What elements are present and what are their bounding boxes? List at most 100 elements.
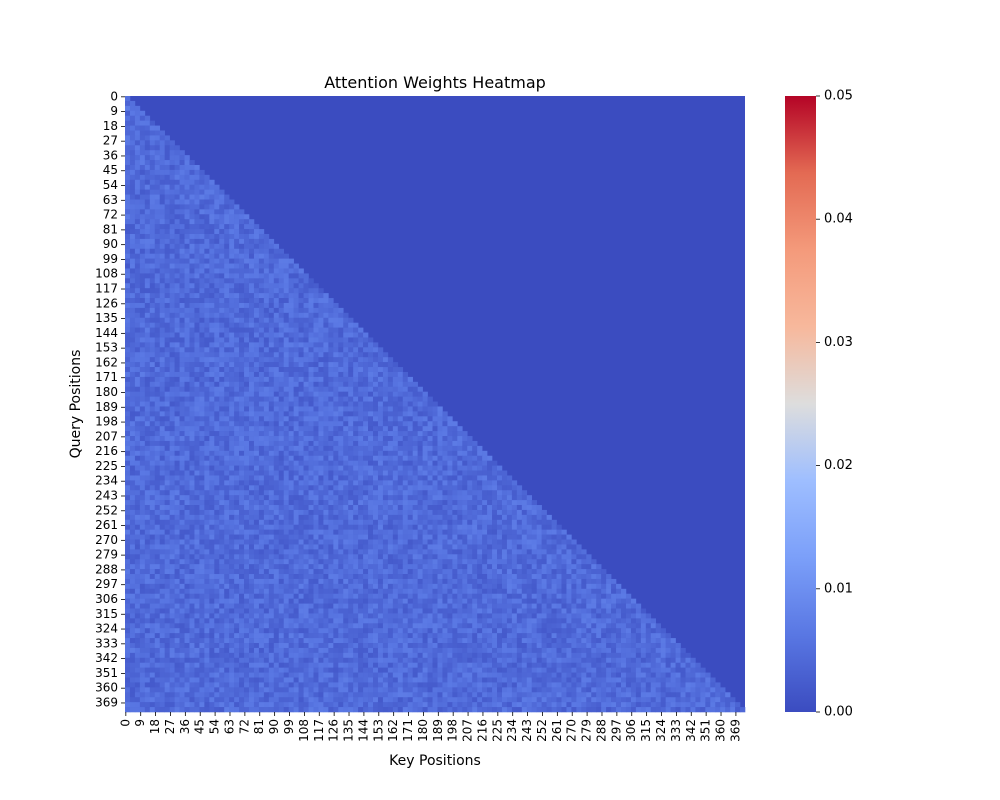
heatmap-cell bbox=[174, 485, 180, 491]
heatmap-cell bbox=[318, 436, 324, 442]
heatmap-cell bbox=[159, 224, 165, 230]
heatmap-cell bbox=[263, 298, 270, 304]
heatmap-cell bbox=[159, 500, 165, 506]
heatmap-cell bbox=[452, 426, 458, 432]
heatmap-cell bbox=[194, 253, 200, 259]
heatmap-cell bbox=[338, 371, 344, 378]
heatmap-cell bbox=[134, 554, 141, 560]
heatmap-cell bbox=[273, 440, 280, 447]
heatmap-cell bbox=[224, 569, 230, 575]
heatmap-cell bbox=[263, 436, 270, 442]
heatmap-cell bbox=[457, 529, 463, 535]
heatmap-cell bbox=[179, 564, 185, 570]
heatmap-cell bbox=[139, 470, 146, 476]
heatmap-cell bbox=[154, 229, 161, 235]
heatmap-cell bbox=[229, 391, 235, 397]
heatmap-cell bbox=[576, 578, 582, 585]
heatmap-cell bbox=[159, 436, 165, 442]
heatmap-cell bbox=[139, 278, 146, 284]
heatmap-cell bbox=[249, 253, 255, 259]
heatmap-cell bbox=[179, 357, 185, 363]
heatmap-cell bbox=[273, 367, 280, 373]
heatmap-cell bbox=[134, 322, 141, 328]
heatmap-cell bbox=[144, 381, 151, 388]
heatmap-cell bbox=[402, 495, 409, 501]
heatmap-cell bbox=[526, 554, 533, 560]
heatmap-cell bbox=[363, 509, 369, 516]
heatmap-cell bbox=[368, 436, 374, 442]
heatmap-cell bbox=[159, 450, 165, 457]
heatmap-cell bbox=[204, 332, 210, 338]
heatmap-cell bbox=[452, 460, 458, 466]
heatmap-cell bbox=[234, 470, 240, 476]
heatmap-cell bbox=[258, 559, 265, 565]
heatmap-cell bbox=[244, 327, 250, 333]
heatmap-cell bbox=[164, 386, 170, 392]
heatmap-cell bbox=[303, 416, 309, 422]
heatmap-cell bbox=[323, 391, 329, 397]
heatmap-cell bbox=[462, 490, 468, 496]
heatmap-cell bbox=[353, 490, 359, 496]
heatmap-cell bbox=[239, 514, 245, 521]
heatmap-cell bbox=[467, 455, 473, 461]
heatmap-cell bbox=[328, 475, 334, 481]
heatmap-cell bbox=[452, 421, 458, 427]
heatmap-cell bbox=[189, 500, 195, 506]
heatmap-cell bbox=[184, 524, 190, 530]
heatmap-cell bbox=[244, 574, 250, 580]
heatmap-cell bbox=[164, 426, 170, 432]
heatmap-cell bbox=[412, 514, 418, 521]
heatmap-cell bbox=[303, 288, 309, 294]
heatmap-cell bbox=[343, 465, 349, 471]
heatmap-cell bbox=[482, 480, 488, 486]
heatmap-cell bbox=[219, 283, 225, 289]
heatmap-cell bbox=[253, 470, 260, 476]
heatmap-cell bbox=[189, 549, 195, 555]
heatmap-cell bbox=[234, 578, 240, 585]
heatmap-cell bbox=[273, 332, 280, 338]
heatmap-cell bbox=[556, 524, 562, 530]
heatmap-cell bbox=[129, 519, 136, 526]
heatmap-cell bbox=[397, 460, 404, 466]
heatmap-cell bbox=[308, 283, 314, 289]
heatmap-cell bbox=[402, 440, 409, 447]
chart-title: Attention Weights Heatmap bbox=[324, 73, 546, 92]
heatmap-cell bbox=[184, 445, 190, 452]
heatmap-cell bbox=[348, 436, 354, 442]
heatmap-cell bbox=[214, 229, 220, 235]
heatmap-cell bbox=[298, 396, 304, 402]
heatmap-cell bbox=[333, 505, 339, 511]
heatmap-cell bbox=[159, 302, 165, 309]
heatmap-cell bbox=[442, 450, 448, 457]
heatmap-cell bbox=[258, 288, 265, 294]
heatmap-cell bbox=[268, 327, 275, 333]
heatmap-cell bbox=[407, 559, 413, 565]
heatmap-cell bbox=[159, 539, 165, 545]
heatmap-cell bbox=[313, 362, 319, 368]
heatmap-cell bbox=[249, 505, 255, 511]
heatmap-cell bbox=[224, 500, 230, 506]
heatmap-cell bbox=[427, 470, 433, 476]
heatmap-cell bbox=[258, 490, 265, 496]
heatmap-cell bbox=[159, 421, 165, 427]
heatmap-cell bbox=[437, 450, 443, 457]
heatmap-cell bbox=[209, 342, 215, 348]
heatmap-cell bbox=[263, 332, 270, 338]
heatmap-cell bbox=[333, 401, 339, 407]
heatmap-cell bbox=[333, 569, 339, 575]
heatmap-cell bbox=[437, 426, 443, 432]
heatmap-cell bbox=[452, 554, 458, 560]
heatmap-cell bbox=[373, 386, 379, 392]
heatmap-cell bbox=[363, 386, 369, 392]
heatmap-cell bbox=[323, 406, 329, 412]
heatmap-cell bbox=[492, 500, 498, 506]
heatmap-cell bbox=[377, 436, 384, 442]
heatmap-cell bbox=[184, 544, 190, 550]
heatmap-cell bbox=[144, 337, 151, 343]
heatmap-cell bbox=[134, 480, 141, 486]
heatmap-cell bbox=[179, 431, 185, 437]
heatmap-cell bbox=[368, 337, 374, 343]
heatmap-cell bbox=[432, 569, 438, 575]
heatmap-cell bbox=[154, 367, 161, 373]
heatmap-cell bbox=[323, 347, 329, 353]
